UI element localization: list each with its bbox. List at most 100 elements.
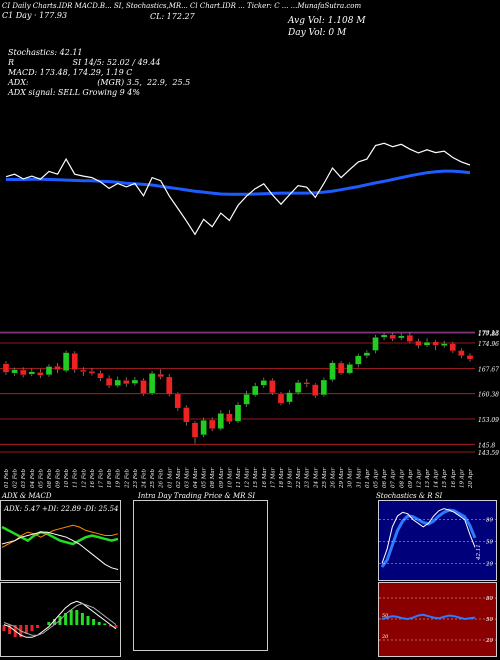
date-label: 05 Feb bbox=[38, 468, 44, 488]
candle-body bbox=[243, 394, 250, 405]
macd-histogram-bar bbox=[97, 622, 101, 625]
macd-histogram-bar bbox=[69, 610, 73, 625]
candle-body bbox=[62, 352, 70, 371]
macd-histogram-bar bbox=[75, 610, 79, 625]
candle-body bbox=[157, 373, 164, 378]
close-label: CL: 172.27 bbox=[150, 12, 195, 21]
candle-body bbox=[363, 352, 371, 356]
date-label: 03 Feb bbox=[21, 468, 27, 488]
date-label: 11 Feb bbox=[73, 468, 79, 488]
date-label: 25 Mar bbox=[322, 467, 328, 489]
candle-body bbox=[166, 376, 173, 395]
candle-body bbox=[217, 413, 224, 429]
candle-body bbox=[2, 363, 10, 373]
candle-body bbox=[131, 379, 139, 384]
price-tick-label: 178.13 bbox=[478, 330, 499, 337]
stoch-d-line bbox=[380, 508, 477, 568]
date-label: 22 Feb bbox=[124, 468, 130, 489]
price-tick-label: 167.67 bbox=[478, 366, 499, 373]
candle-body bbox=[337, 362, 345, 374]
candle-body bbox=[28, 371, 35, 375]
price-tick-label: 153.09 bbox=[478, 417, 499, 424]
macd-histogram-bar bbox=[103, 623, 107, 625]
date-label: 09 Mar bbox=[219, 467, 225, 488]
candle-body bbox=[105, 378, 113, 386]
date-label: 26 Feb bbox=[159, 468, 165, 489]
macd-histogram-bar bbox=[47, 622, 51, 625]
date-label: 19 Mar bbox=[288, 467, 294, 488]
date-label: 08 Feb bbox=[47, 468, 53, 488]
date-label: 12 Mar bbox=[245, 467, 251, 488]
stoch-panel-title: Stochastics & R SI bbox=[376, 492, 443, 500]
candle-body bbox=[45, 366, 53, 375]
date-label: 11 Mar bbox=[236, 467, 242, 488]
candle-body bbox=[389, 334, 396, 339]
candle-body bbox=[148, 373, 156, 394]
range-text: C1 Day · 177.93 bbox=[2, 11, 68, 20]
overview-price-line bbox=[5, 142, 471, 236]
candle-body bbox=[54, 366, 61, 370]
date-label: 05 Apr bbox=[374, 469, 380, 488]
date-label: 05 Mar bbox=[202, 467, 208, 488]
date-label: 15 Apr bbox=[442, 469, 448, 488]
candle-body bbox=[329, 362, 336, 380]
date-label: 23 Mar bbox=[305, 467, 311, 489]
candle-body bbox=[432, 341, 439, 346]
macd-histogram-bar bbox=[52, 619, 56, 625]
date-label: 25 Feb bbox=[150, 468, 156, 489]
candle-body bbox=[415, 340, 422, 346]
candle-body bbox=[114, 379, 121, 386]
candle-body bbox=[303, 382, 310, 385]
macd-histogram-bar bbox=[114, 625, 118, 628]
date-label: 04 Mar bbox=[193, 467, 199, 488]
candle-body bbox=[191, 422, 199, 438]
stoch-k-line bbox=[381, 508, 476, 564]
macd-histogram-bar bbox=[80, 613, 84, 625]
date-label: 19 Feb bbox=[116, 468, 122, 488]
intraday-panel-frame bbox=[133, 500, 268, 651]
date-label: 22 Mar bbox=[296, 467, 302, 489]
candle-body bbox=[174, 393, 181, 409]
rsi-line bbox=[381, 613, 476, 621]
candle-body bbox=[88, 371, 96, 374]
date-label: 01 Feb bbox=[4, 468, 10, 488]
adx-line bbox=[1, 531, 119, 570]
date-label: 24 Mar bbox=[313, 467, 319, 489]
macd-histogram-bar bbox=[92, 619, 96, 625]
candle-body bbox=[97, 372, 104, 379]
macd-histogram-bar bbox=[86, 616, 90, 625]
date-label: 12 Feb bbox=[81, 468, 87, 488]
macd-histogram-bar bbox=[64, 613, 68, 625]
stochastics-stat: Stochastics: 42.11 bbox=[8, 48, 83, 57]
candle-body bbox=[80, 369, 87, 372]
candle-body bbox=[372, 337, 379, 351]
candle-body bbox=[294, 382, 302, 393]
candle-body bbox=[458, 350, 465, 356]
rsi-stat: R SI 14/5: 52.02 / 49.44 bbox=[8, 58, 161, 67]
macd-histogram-bar bbox=[24, 625, 28, 634]
candle-body bbox=[252, 385, 259, 396]
candle-body bbox=[449, 343, 456, 352]
candle-body bbox=[260, 380, 267, 386]
stoch-level-label: 50 bbox=[486, 540, 493, 546]
date-label: 06 Apr bbox=[382, 469, 388, 488]
macd-line bbox=[3, 600, 117, 638]
candle-body bbox=[200, 420, 207, 436]
candle-body bbox=[123, 380, 130, 385]
candle-body bbox=[209, 419, 216, 429]
date-label: 24 Feb bbox=[142, 468, 148, 489]
date-label: 01 Mar bbox=[167, 467, 173, 488]
rsi-side-label: 50 bbox=[382, 613, 389, 619]
candle-body bbox=[286, 392, 293, 403]
price-tick-label: 143.59 bbox=[478, 450, 499, 457]
stoch-level-label: 80 bbox=[486, 518, 493, 524]
candle-body bbox=[320, 379, 328, 396]
date-label: 17 Feb bbox=[99, 468, 105, 488]
price-tick-label: 177.86 bbox=[478, 331, 499, 338]
overview-ma-line bbox=[6, 169, 471, 196]
date-label: 18 Feb bbox=[107, 468, 113, 488]
candle-body bbox=[20, 369, 27, 376]
stoch-level-label: 20 bbox=[485, 561, 493, 567]
candle-body bbox=[398, 335, 405, 339]
header-top-text: CI Daily Charts.IDR MACD.B... SI, Stocha… bbox=[2, 2, 362, 10]
